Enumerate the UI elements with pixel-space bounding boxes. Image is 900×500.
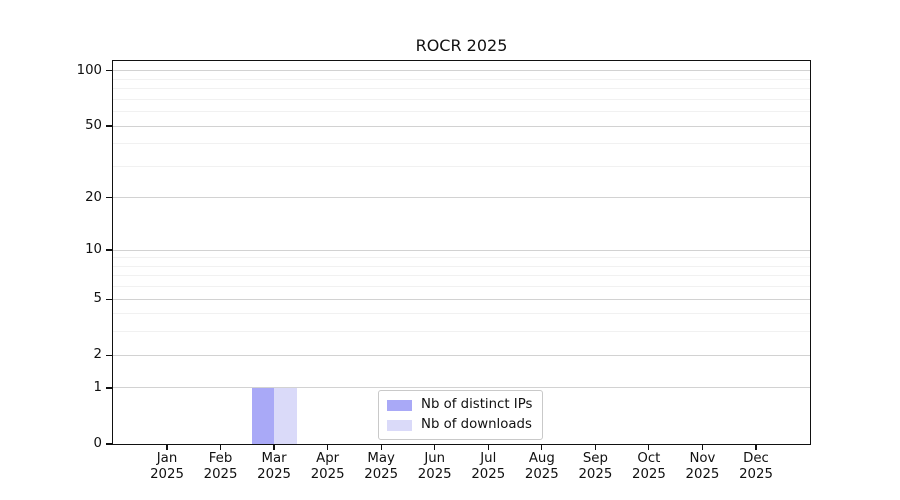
minor-gridline [113, 78, 810, 80]
y-axis-tick-label: 10 [85, 242, 102, 258]
x-axis-month: Jul [480, 451, 497, 466]
x-axis-year: 2025 [685, 467, 720, 482]
y-axis-tick-label: 2 [93, 347, 102, 363]
x-axis-year: 2025 [739, 467, 773, 482]
y-axis-tick-label: 5 [93, 291, 102, 307]
x-axis-month: Apr [316, 451, 340, 466]
x-axis-tick [380, 444, 382, 450]
x-axis-year: 2025 [310, 467, 345, 482]
legend-item-distinct-ips: Nb of distinct IPs [387, 397, 532, 413]
x-axis-month: Dec [743, 451, 769, 466]
y-axis-tick-label: 1 [93, 379, 102, 395]
y-axis-tick-label: 0 [93, 436, 102, 451]
minor-gridline [113, 265, 810, 267]
y-axis-tick [106, 298, 113, 300]
minor-gridline [113, 143, 810, 145]
x-axis-tick [541, 444, 543, 450]
chart-title: ROCR 2025 [415, 36, 508, 55]
x-axis-month: May [367, 451, 395, 466]
y-axis-tick [106, 443, 113, 445]
x-axis-tick [219, 444, 222, 450]
minor-gridline [113, 275, 810, 277]
minor-gridline [113, 88, 810, 90]
x-axis-tick-label: Oct 2025 [614, 451, 684, 483]
minor-gridline [113, 257, 810, 259]
x-axis-tick [166, 444, 168, 450]
x-axis-month: Sep [582, 451, 608, 466]
legend-label-distinct-ips: Nb of distinct IPs [421, 397, 533, 412]
major-gridline [113, 354, 810, 356]
x-axis-tick-label: Jul 2025 [453, 451, 523, 483]
x-axis-month: Feb [208, 451, 233, 466]
x-axis-year: 2025 [471, 467, 506, 482]
minor-gridline [113, 313, 810, 315]
minor-gridline [113, 98, 810, 100]
y-axis-tick [106, 197, 113, 199]
x-axis-year: 2025 [524, 467, 559, 482]
x-axis-tick-label: Sep 2025 [560, 451, 630, 483]
x-axis-tick-label: Aug 2025 [507, 451, 577, 483]
y-axis-tick [106, 249, 113, 251]
y-axis-tick [106, 354, 113, 356]
x-axis-tick [701, 444, 704, 450]
legend-item-downloads: Nb of downloads [387, 417, 532, 433]
legend: Nb of distinct IPs Nb of downloads [378, 390, 544, 440]
minor-gridline [113, 286, 810, 288]
bar-downloads [274, 387, 297, 444]
x-axis-month: Jan [156, 451, 178, 466]
major-gridline [113, 298, 810, 300]
x-axis-tick-label: May 2025 [346, 451, 416, 483]
y-axis-tick [106, 70, 113, 72]
x-axis-tick-label: Feb 2025 [186, 451, 256, 483]
legend-swatch-distinct-ips-icon [387, 399, 412, 411]
x-axis-tick-label: Dec 2025 [721, 451, 791, 483]
x-axis-month: Jun [424, 451, 446, 466]
minor-gridline [113, 111, 810, 113]
legend-swatch-downloads-icon [387, 419, 412, 431]
minor-gridline [113, 331, 810, 333]
x-axis-tick [434, 444, 436, 450]
y-axis-tick-label: 20 [85, 189, 102, 205]
x-axis-tick [273, 444, 275, 450]
x-axis-month: Mar [261, 451, 287, 466]
x-axis-year: 2025 [203, 467, 238, 482]
x-axis-year: 2025 [631, 467, 666, 482]
minor-gridline [113, 165, 810, 167]
x-axis-tick-label: Jun 2025 [400, 451, 470, 483]
y-axis-tick-label: 50 [85, 118, 102, 134]
major-gridline [113, 70, 810, 72]
x-axis-tick [487, 444, 489, 450]
x-axis-month: Aug [528, 451, 555, 466]
major-gridline [113, 125, 810, 127]
major-gridline [113, 249, 810, 251]
x-axis-tick [755, 444, 757, 450]
y-axis-tick [106, 387, 113, 389]
major-gridline [113, 387, 810, 389]
x-axis-month: Oct [637, 451, 661, 466]
x-axis-tick [648, 444, 650, 450]
bar-distinct-ips [251, 387, 275, 444]
y-axis-tick [106, 125, 113, 127]
x-axis-year: 2025 [150, 467, 184, 482]
x-axis-year: 2025 [578, 467, 613, 482]
x-axis-tick-label: Mar 2025 [239, 451, 309, 483]
x-axis-tick-label: Nov 2025 [667, 451, 737, 483]
plot-area: Nb of distinct IPs Nb of downloads [112, 60, 811, 445]
x-axis-tick [327, 444, 329, 450]
major-gridline [113, 197, 810, 199]
x-axis-year: 2025 [364, 467, 399, 482]
y-axis-tick-label: 100 [76, 62, 102, 78]
legend-label-downloads: Nb of downloads [421, 417, 532, 432]
x-axis-year: 2025 [417, 467, 452, 482]
x-axis-year: 2025 [257, 467, 291, 482]
x-axis-month: Nov [689, 451, 716, 466]
x-axis-tick-label: Jan 2025 [132, 451, 202, 483]
x-axis-tick-label: Apr 2025 [293, 451, 363, 483]
x-axis-tick [594, 444, 596, 450]
